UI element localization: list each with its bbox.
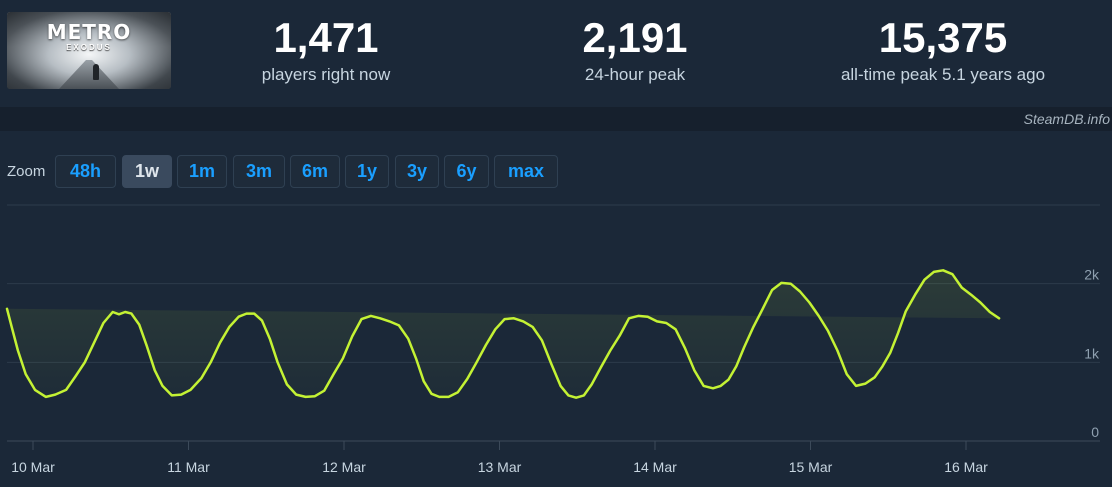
stat-current: 1,471 players right now: [196, 14, 456, 86]
zoom-button-3m[interactable]: 3m: [233, 155, 285, 188]
stat-all-time-peak: 15,375 all-time peak 5.1 years ago: [813, 14, 1073, 86]
zoom-button-3y[interactable]: 3y: [395, 155, 439, 188]
zoom-button-1y[interactable]: 1y: [345, 155, 389, 188]
player-count-chart[interactable]: 0 1k 2k 10 Mar 11 Mar 12 Mar 13 Mar 14 Mar 15 M…: [0, 195, 1112, 487]
stat-24h-peak-value: 2,191: [582, 14, 688, 61]
x-tick-label: 11 Mar: [167, 459, 210, 475]
x-tick-label: 16 Mar: [944, 459, 988, 475]
stats-header: METRO EXODUS 1,471 players right now 2,1…: [0, 0, 1112, 107]
x-tick-label: 13 Mar: [478, 459, 522, 475]
y-axis-labels: 0 1k 2k: [1084, 267, 1100, 440]
y-tick-label: 0: [1091, 424, 1099, 440]
x-tick-label: 15 Mar: [789, 459, 833, 475]
steamdb-credit[interactable]: SteamDB.info: [1023, 111, 1110, 127]
zoom-label: Zoom: [7, 163, 46, 180]
stat-24h-peak: 2,191 24-hour peak: [505, 14, 765, 86]
zoom-button-1m[interactable]: 1m: [177, 155, 227, 188]
stat-24h-peak-label: 24-hour peak: [584, 65, 686, 84]
zoom-button-48h[interactable]: 48h: [55, 155, 116, 188]
x-tick-label: 14 Mar: [633, 459, 677, 475]
series-area: [7, 270, 1000, 398]
stat-all-time-peak-value: 15,375: [878, 14, 1008, 61]
stat-current-value: 1,471: [273, 14, 379, 61]
stat-all-time-peak-label: all-time peak 5.1 years ago: [840, 65, 1046, 84]
zoom-button-max[interactable]: max: [494, 155, 558, 188]
zoom-button-6m[interactable]: 6m: [290, 155, 340, 188]
x-tick-label: 12 Mar: [322, 459, 366, 475]
logo-brand: METRO: [46, 20, 132, 44]
zoom-button-6y[interactable]: 6y: [444, 155, 489, 188]
game-logo[interactable]: METRO EXODUS: [7, 12, 171, 89]
y-tick-label: 2k: [1084, 267, 1100, 283]
x-axis-ticks: [32, 441, 967, 450]
logo-figure-art: [93, 64, 99, 80]
x-tick-label: 10 Mar: [11, 459, 55, 475]
y-tick-label: 1k: [1084, 345, 1100, 361]
credit-band: [0, 107, 1112, 131]
stat-current-label: players right now: [261, 65, 391, 84]
chart-grid: [7, 204, 1100, 442]
zoom-button-1w[interactable]: 1w: [122, 155, 172, 188]
x-axis-labels: 10 Mar 11 Mar 12 Mar 13 Mar 14 Mar 15 Mar 16 M…: [11, 459, 988, 475]
logo-sub: EXODUS: [66, 43, 112, 52]
series-line: [5, 269, 1001, 399]
